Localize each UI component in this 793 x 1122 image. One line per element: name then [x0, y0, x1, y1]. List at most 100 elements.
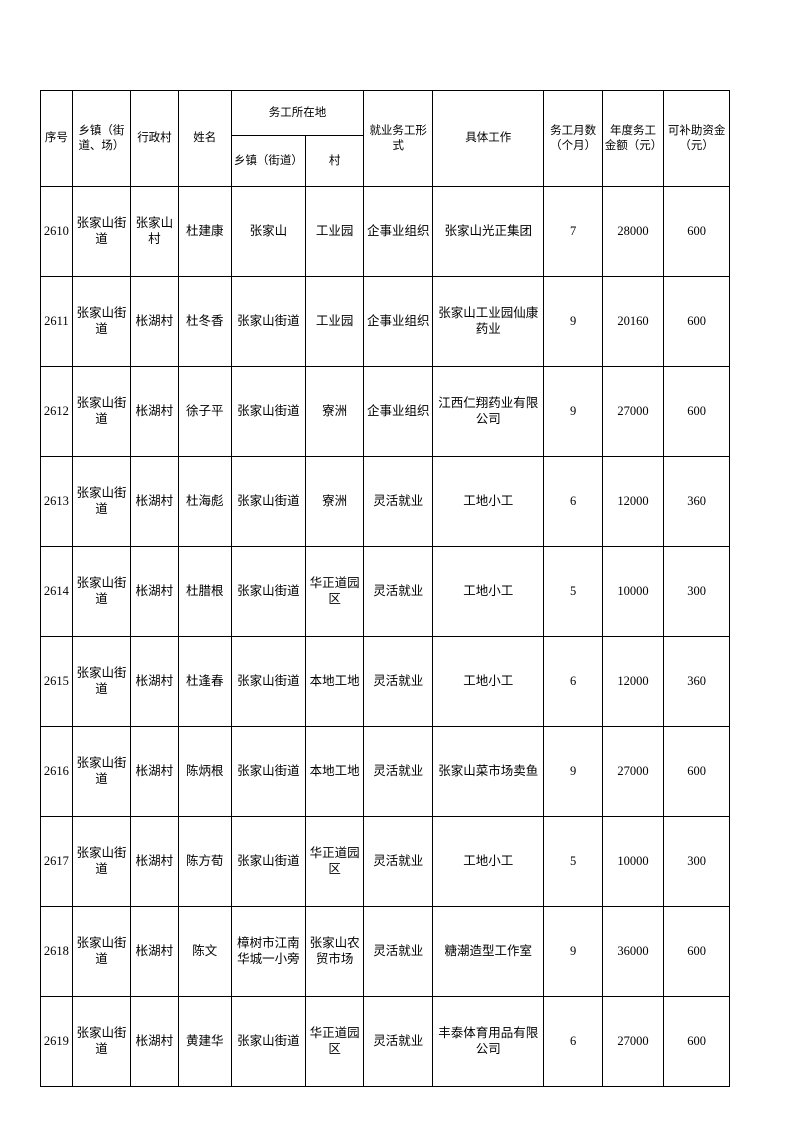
cell-subsidy: 600 — [663, 276, 730, 367]
cell-annual-amount: 10000 — [601, 546, 665, 637]
cell-annual-amount: 12000 — [601, 456, 665, 547]
cell-location-village: 工业园 — [304, 186, 365, 277]
cell-annual-amount: 20160 — [601, 276, 665, 367]
header-work-location-village: 村 — [304, 135, 365, 187]
cell-work-months: 5 — [543, 816, 603, 907]
cell-name: 杜海彪 — [177, 456, 232, 547]
cell-town: 张家山街道 — [71, 456, 132, 547]
cell-location-village: 本地工地 — [304, 726, 365, 817]
worker-subsidy-table: 序号 乡镇（街道、场） 行政村 姓名 务工所在地 就业务工形式 具体工作 务工月… — [40, 90, 730, 1087]
cell-subsidy: 600 — [663, 906, 730, 997]
cell-name: 杜腊根 — [177, 546, 232, 637]
cell-town: 张家山街道 — [71, 636, 132, 727]
cell-annual-amount: 27000 — [601, 366, 665, 457]
table-body: 2610 张家山街道 张家山村 杜建康 张家山 工业园 企事业组织 张家山光正集团 7 28000… — [40, 186, 730, 1087]
cell-annual-amount: 27000 — [601, 726, 665, 817]
cell-work-months: 6 — [543, 996, 603, 1087]
cell-employment-form: 灵活就业 — [363, 546, 434, 637]
cell-employment-form: 灵活就业 — [363, 456, 434, 547]
cell-location-town: 张家山街道 — [230, 366, 306, 457]
cell-index: 2614 — [40, 546, 73, 637]
header-village: 行政村 — [130, 90, 179, 187]
cell-location-town: 张家山街道 — [230, 546, 306, 637]
cell-index: 2617 — [40, 816, 73, 907]
cell-index: 2611 — [40, 276, 73, 367]
table-row: 2616 张家山街道 枨湖村 陈炳根 张家山街道 本地工地 灵活就业 张家山菜市场卖鱼 9 270… — [40, 726, 730, 817]
cell-town: 张家山街道 — [71, 996, 132, 1087]
cell-village: 枨湖村 — [130, 456, 179, 547]
table-row: 2617 张家山街道 枨湖村 陈方荀 张家山街道 华正道园区 灵活就业 工地小工 5 10000 3… — [40, 816, 730, 907]
cell-specific-work: 张家山菜市场卖鱼 — [432, 726, 545, 817]
table-row: 2610 张家山街道 张家山村 杜建康 张家山 工业园 企事业组织 张家山光正集团 7 28000… — [40, 186, 730, 277]
header-row-bottom: 乡镇（街道） 村 — [41, 135, 730, 187]
table-row: 2615 张家山街道 枨湖村 杜逢春 张家山街道 本地工地 灵活就业 工地小工 6 12000 36… — [40, 636, 730, 727]
cell-work-months: 6 — [543, 636, 603, 727]
cell-location-town: 张家山街道 — [230, 996, 306, 1087]
cell-subsidy: 600 — [663, 996, 730, 1087]
table-row: 2611 张家山街道 枨湖村 杜冬香 张家山街道 工业园 企事业组织 张家山工业园仙康药业 9 2… — [40, 276, 730, 367]
cell-location-village: 华正道园区 — [304, 996, 365, 1087]
cell-work-months: 6 — [543, 456, 603, 547]
cell-town: 张家山街道 — [71, 186, 132, 277]
cell-village: 枨湖村 — [130, 366, 179, 457]
header-work-location-town: 乡镇（街道） — [230, 135, 306, 187]
cell-subsidy: 600 — [663, 186, 730, 277]
header-row-top: 序号 乡镇（街道、场） 行政村 姓名 务工所在地 就业务工形式 具体工作 务工月… — [40, 90, 730, 187]
cell-specific-work: 工地小工 — [432, 816, 545, 907]
header-name: 姓名 — [177, 90, 232, 187]
cell-location-village: 本地工地 — [304, 636, 365, 727]
cell-location-town: 张家山街道 — [230, 816, 306, 907]
cell-location-village: 寮洲 — [304, 366, 365, 457]
cell-town: 张家山街道 — [71, 276, 132, 367]
cell-name: 杜建康 — [177, 186, 232, 277]
cell-work-months: 9 — [543, 276, 603, 367]
cell-employment-form: 灵活就业 — [363, 816, 434, 907]
cell-name: 黄建华 — [177, 996, 232, 1087]
cell-employment-form: 企事业组织 — [363, 186, 434, 277]
cell-annual-amount: 10000 — [601, 816, 665, 907]
cell-subsidy: 360 — [663, 636, 730, 727]
cell-specific-work: 丰泰体育用品有限公司 — [432, 996, 545, 1087]
cell-annual-amount: 28000 — [601, 186, 665, 277]
cell-name: 杜逢春 — [177, 636, 232, 727]
cell-index: 2618 — [40, 906, 73, 997]
cell-location-village: 华正道园区 — [304, 546, 365, 637]
header-subsidy: 可补助资金（元） — [663, 90, 730, 187]
cell-location-town: 樟树市江南华城一小旁 — [230, 906, 306, 997]
cell-subsidy: 360 — [663, 456, 730, 547]
cell-work-months: 9 — [543, 726, 603, 817]
cell-specific-work: 江西仁翔药业有限公司 — [432, 366, 545, 457]
header-annual-amount: 年度务工金额（元） — [601, 90, 665, 187]
cell-annual-amount: 27000 — [601, 996, 665, 1087]
cell-village: 枨湖村 — [130, 996, 179, 1087]
cell-town: 张家山街道 — [71, 816, 132, 907]
header-index: 序号 — [40, 90, 73, 187]
cell-index: 2612 — [40, 366, 73, 457]
cell-subsidy: 300 — [663, 546, 730, 637]
cell-village: 枨湖村 — [130, 906, 179, 997]
cell-name: 陈炳根 — [177, 726, 232, 817]
cell-employment-form: 灵活就业 — [363, 906, 434, 997]
cell-index: 2615 — [40, 636, 73, 727]
table-row: 2619 张家山街道 枨湖村 黄建华 张家山街道 华正道园区 灵活就业 丰泰体育用品有限公司 6… — [40, 996, 730, 1087]
header-town: 乡镇（街道、场） — [71, 90, 132, 187]
cell-location-town: 张家山 — [230, 186, 306, 277]
cell-name: 陈文 — [177, 906, 232, 997]
cell-work-months: 9 — [543, 906, 603, 997]
cell-index: 2613 — [40, 456, 73, 547]
cell-location-town: 张家山街道 — [230, 726, 306, 817]
cell-name: 杜冬香 — [177, 276, 232, 367]
cell-annual-amount: 12000 — [601, 636, 665, 727]
table-row: 2614 张家山街道 枨湖村 杜腊根 张家山街道 华正道园区 灵活就业 工地小工 5 10000 3… — [40, 546, 730, 637]
cell-specific-work: 工地小工 — [432, 546, 545, 637]
cell-village: 枨湖村 — [130, 276, 179, 367]
header-work-location-group: 务工所在地 — [230, 90, 365, 136]
cell-subsidy: 600 — [663, 726, 730, 817]
cell-work-months: 5 — [543, 546, 603, 637]
cell-index: 2610 — [40, 186, 73, 277]
cell-village: 张家山村 — [130, 186, 179, 277]
table-row: 2612 张家山街道 枨湖村 徐子平 张家山街道 寮洲 企事业组织 江西仁翔药业有限公司 9 27… — [40, 366, 730, 457]
cell-location-village: 工业园 — [304, 276, 365, 367]
cell-village: 枨湖村 — [130, 726, 179, 817]
